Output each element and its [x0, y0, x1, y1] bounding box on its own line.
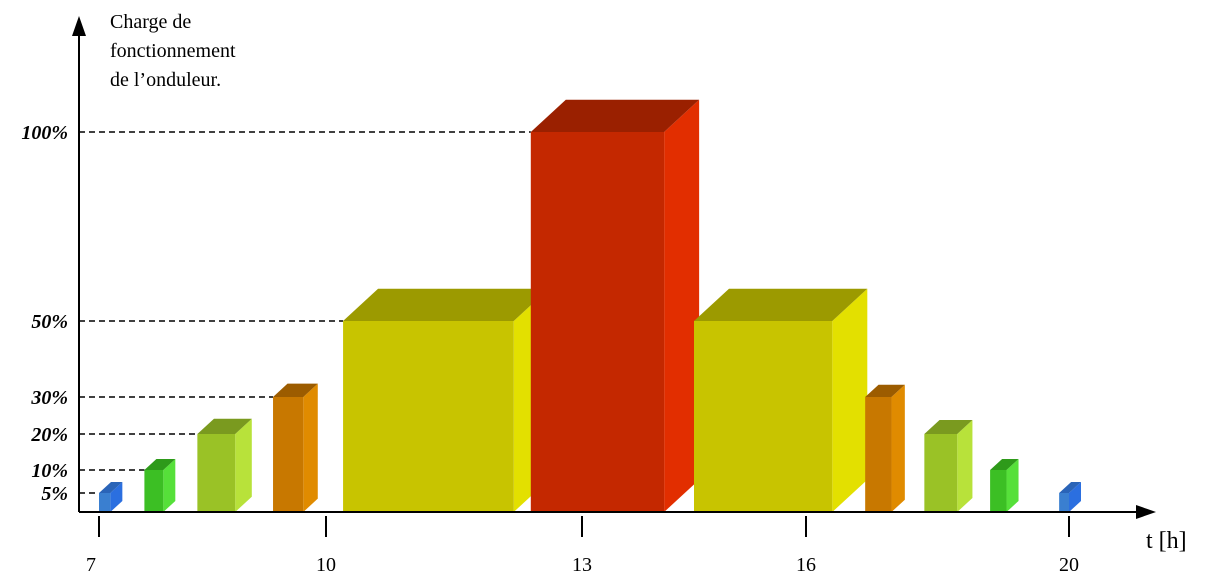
bar-9	[924, 420, 973, 512]
bar-front	[865, 397, 892, 512]
bar-side	[1006, 458, 1019, 512]
x-axis-title: t [h]	[1146, 528, 1187, 554]
y-axis-title-line-1: Charge de	[110, 11, 191, 33]
bar-7	[694, 288, 868, 512]
bars	[99, 99, 1081, 513]
bar-top	[1059, 481, 1081, 493]
bar-side	[1069, 481, 1081, 512]
bar-2	[144, 458, 176, 512]
bar-top	[990, 458, 1019, 470]
y-tick-label: 5%	[41, 483, 68, 505]
y-tick-label: 30%	[30, 387, 68, 409]
x-tick-label: 16	[796, 554, 816, 576]
bar-top	[343, 288, 549, 321]
bar-6	[530, 99, 700, 513]
x-tick-label: 7	[86, 554, 96, 576]
y-tick-label: 10%	[31, 460, 68, 482]
y-axis-arrow	[72, 16, 86, 36]
bar-side	[664, 99, 700, 513]
bar-top	[530, 99, 700, 132]
bar-front	[530, 132, 665, 512]
bar-front	[273, 397, 304, 512]
y-axis-title-line-3: de l’onduleur.	[110, 69, 221, 91]
x-tick-label: 20	[1059, 554, 1079, 576]
bar-4	[273, 383, 318, 512]
x-tick-labels: 7 10 13 16 20	[86, 516, 1079, 576]
bar-front	[99, 493, 111, 512]
x-axis-arrow	[1136, 505, 1156, 519]
bar-side	[957, 420, 973, 512]
bar-top	[273, 383, 318, 397]
bar-side	[303, 383, 318, 512]
y-tick-labels: 5%10% 20% 30% 50% 100%	[21, 122, 68, 505]
bar-top	[99, 481, 123, 493]
bar-side	[235, 418, 252, 512]
y-axis-title-line-2: fonctionnement	[110, 40, 236, 62]
bar-top	[924, 420, 973, 434]
bar-front	[1059, 493, 1069, 512]
bar-top	[144, 458, 176, 470]
bar-top	[197, 418, 252, 434]
bar-1	[99, 481, 123, 512]
bar-10	[990, 458, 1019, 512]
bar-side	[832, 288, 868, 512]
bar-front	[343, 321, 514, 512]
y-axis-title: Charge de fonctionnement de l’onduleur.	[110, 11, 236, 91]
bar-front	[694, 321, 833, 512]
bar-side	[110, 481, 123, 512]
bar-front	[144, 470, 164, 512]
bar-top	[694, 288, 868, 321]
x-tick-label: 13	[572, 554, 592, 576]
y-tick-label: 20%	[30, 424, 68, 446]
bar-front	[924, 434, 958, 512]
bar-5	[343, 288, 549, 512]
x-tick-label: 10	[316, 554, 336, 576]
gridlines	[79, 131, 531, 494]
bar-front	[990, 470, 1007, 512]
bar-side	[891, 384, 905, 512]
y-tick-label: 50%	[31, 311, 68, 333]
bar-3	[197, 418, 252, 512]
bar-front	[197, 434, 236, 512]
y-tick-label: 100%	[21, 122, 68, 144]
bar-8	[865, 384, 905, 512]
bar-11	[1059, 481, 1081, 512]
axes	[72, 16, 1156, 519]
bar-top	[865, 384, 905, 397]
bar-side	[163, 458, 176, 512]
